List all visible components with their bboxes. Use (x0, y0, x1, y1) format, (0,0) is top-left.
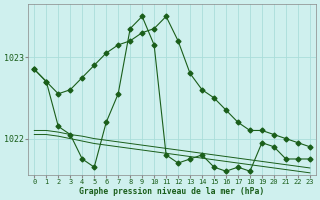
X-axis label: Graphe pression niveau de la mer (hPa): Graphe pression niveau de la mer (hPa) (79, 187, 265, 196)
